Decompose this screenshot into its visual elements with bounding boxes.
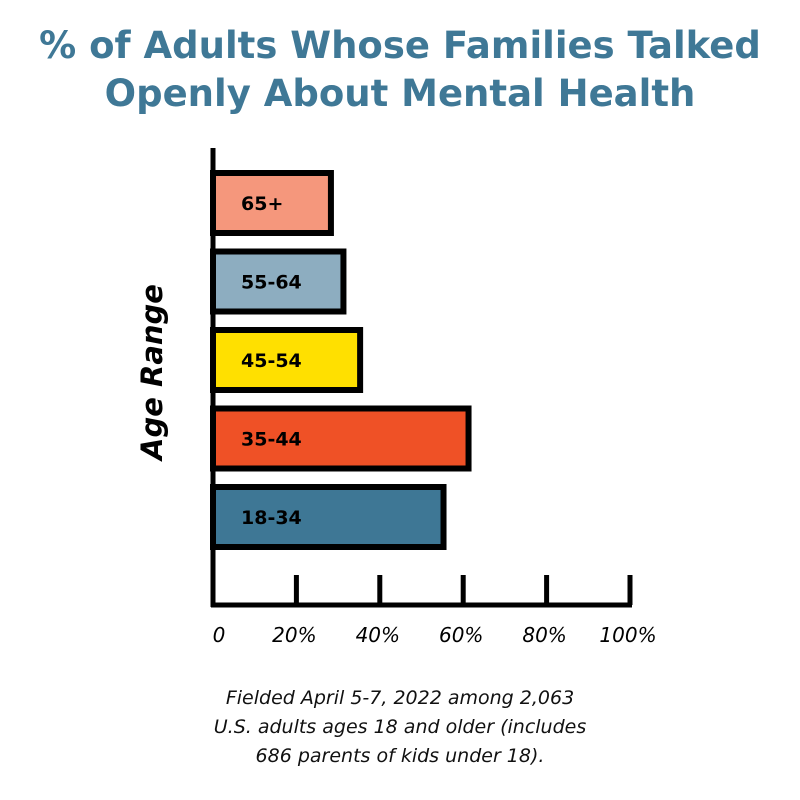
title-line-1: % of Adults Whose Families Talked (39, 24, 761, 67)
x-tick-label: 0 (213, 623, 226, 647)
title-line-2: Openly About Mental Health (104, 72, 696, 115)
x-tick-label: 20% (272, 623, 316, 647)
y-axis-label: Age Range (135, 284, 169, 462)
x-tick-label: 40% (356, 623, 400, 647)
chart-title: % of Adults Whose Families Talked Openly… (0, 22, 800, 118)
note-line-1: Fielded April 5-7, 2022 among 2,063 (225, 687, 575, 709)
x-tick-label: 100% (599, 623, 656, 647)
note-line-3: 686 parents of kids under 18). (255, 745, 545, 767)
bar-65+ (210, 170, 334, 236)
bar-label: 55-64 (241, 272, 302, 294)
bar-45-54 (210, 327, 364, 393)
x-tick-label: 60% (439, 623, 483, 647)
bar-label: 45-54 (241, 350, 302, 372)
bar-label: 18-34 (241, 507, 302, 529)
footnote: Fielded April 5-7, 2022 among 2,063 U.S.… (0, 684, 800, 771)
note-line-2: U.S. adults ages 18 and older (includes (213, 716, 587, 738)
bar-label: 65+ (241, 193, 283, 215)
bar-label: 35-44 (241, 429, 302, 451)
bar-35-44 (210, 405, 472, 472)
x-tick-label: 80% (522, 623, 566, 647)
